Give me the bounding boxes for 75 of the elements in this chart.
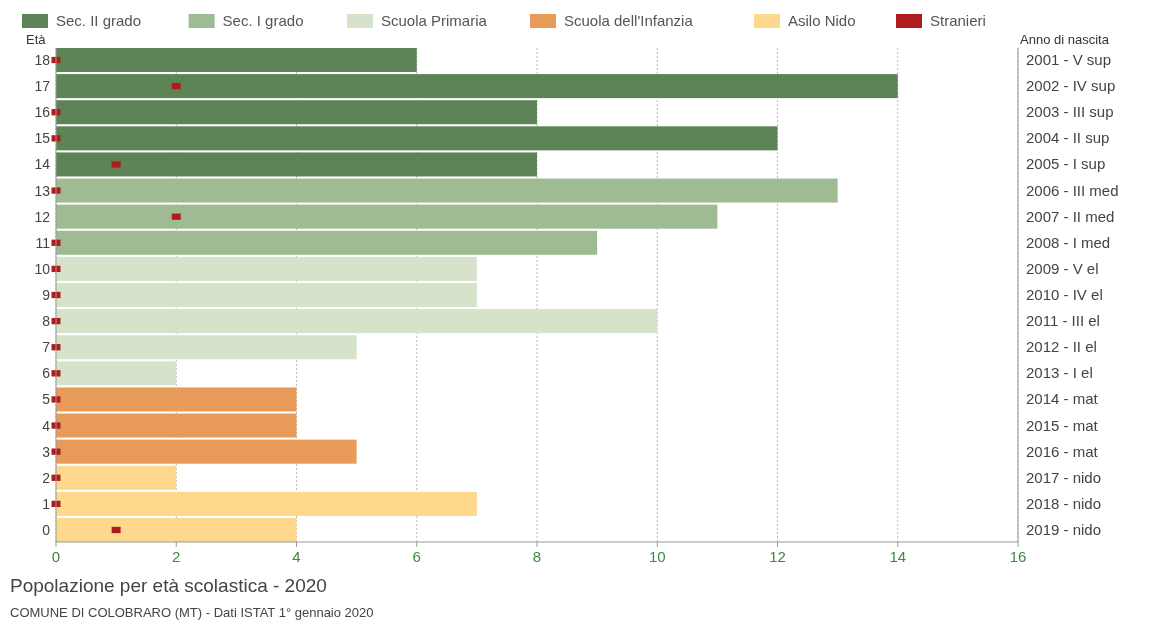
y-tick-label: 9 (42, 287, 51, 303)
y2-tick-label: 2013 - I el (1026, 364, 1093, 382)
legend-label: Stranieri (930, 12, 986, 29)
y-tick-label: 6 (42, 365, 51, 382)
legend-label: Scuola Primaria (381, 12, 488, 29)
y2-tick-label: 2016 - mat (1026, 442, 1099, 460)
y-tick-label: 5 (42, 391, 51, 408)
bar (56, 100, 537, 125)
y-axis-title: Età (26, 32, 47, 47)
bar (56, 204, 718, 229)
y2-tick-label: 2004 - II sup (1026, 129, 1110, 147)
x-tick-label: 8 (532, 548, 542, 565)
y2-tick-label: 2019 - nido (1026, 520, 1102, 538)
y2-tick-label: 2007 - II med (1026, 207, 1115, 225)
bar (56, 491, 477, 516)
legend-label: Sec. I grado (222, 12, 304, 29)
x-tick-label: 14 (889, 548, 907, 565)
y2-tick-label: 2001 - V sup (1026, 51, 1112, 69)
y2-tick-label: 2015 - mat (1026, 416, 1099, 434)
y-tick-label: 0 (42, 521, 51, 538)
bar (56, 413, 297, 438)
y2-tick-label: 2006 - III med (1026, 181, 1119, 199)
bar (56, 439, 357, 464)
y-tick-label: 4 (42, 417, 51, 434)
legend-label: Sec. II grado (56, 12, 142, 29)
bar (56, 309, 658, 334)
y-tick-label: 2 (42, 469, 51, 486)
y2-tick-label: 2009 - V el (1026, 259, 1099, 277)
x-tick-label: 4 (292, 548, 301, 565)
bar (56, 361, 177, 386)
y2-tick-label: 2017 - nido (1026, 468, 1102, 486)
y2-tick-label: 2003 - III sup (1026, 103, 1114, 121)
y-tick-label: 12 (34, 208, 51, 225)
y2-tick-label: 2005 - I sup (1026, 155, 1106, 173)
y2-tick-label: 2018 - nido (1026, 494, 1102, 512)
x-tick-label: 10 (648, 548, 666, 565)
bar (56, 517, 297, 542)
legend-label: Scuola dell'Infanzia (564, 12, 694, 29)
x-tick-label: 6 (412, 548, 421, 565)
y-tick-label: 14 (34, 156, 51, 173)
y2-axis-title: Anno di nascita (1020, 32, 1110, 47)
y2-tick-label: 2011 - III el (1026, 312, 1100, 330)
text: COMUNE DI COLOBRARO (MT) - Dati ISTAT 1° gennaio 2020 (10, 605, 374, 620)
text: Popolazione per età scolastica - 2020 (10, 575, 327, 596)
bar (56, 48, 417, 73)
bar (56, 335, 357, 360)
bar (56, 178, 838, 203)
bar (56, 282, 477, 308)
y-tick-label: 18 (34, 52, 51, 69)
y-tick-label: 16 (34, 104, 51, 121)
y2-tick-label: 2008 - I med (1026, 233, 1111, 251)
bar (56, 387, 297, 412)
y-tick-label: 11 (35, 234, 51, 251)
y2-tick-label: 2010 - IV el (1026, 286, 1103, 303)
y-tick-label: 15 (34, 130, 51, 147)
bar (56, 256, 477, 281)
y-tick-label: 17 (34, 78, 51, 95)
x-tick-label: 16 (1009, 548, 1027, 565)
bar (56, 152, 537, 177)
bar (56, 230, 598, 255)
bar (56, 126, 778, 151)
y-tick-label: 13 (34, 182, 51, 199)
y-tick-label: 3 (42, 443, 51, 460)
x-tick-label: 12 (769, 548, 786, 565)
y-tick-label: 7 (42, 339, 51, 356)
y2-tick-label: 2012 - II el (1026, 338, 1097, 356)
x-tick-label: 2 (172, 548, 181, 565)
bar (56, 465, 177, 490)
y-tick-label: 8 (42, 313, 51, 330)
y2-tick-label: 2014 - mat (1026, 390, 1099, 408)
y-tick-label: 1 (42, 495, 51, 512)
legend-label: Asilo Nido (788, 12, 856, 29)
y2-tick-label: 2002 - IV sup (1026, 77, 1116, 95)
y-tick-label: 10 (34, 260, 51, 277)
bar (56, 74, 898, 99)
